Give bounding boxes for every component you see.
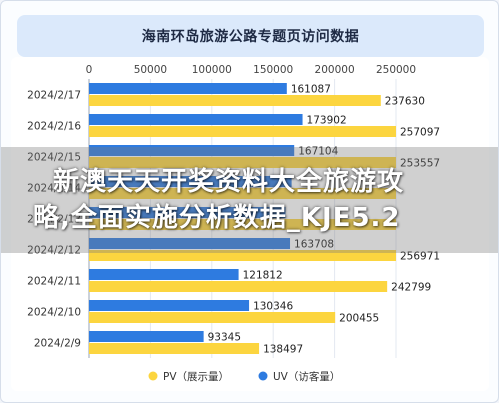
legend-uv-label: UV（访客量） <box>273 370 340 383</box>
x-tick-label: 100000 <box>192 64 232 76</box>
pv-bar <box>89 250 396 261</box>
pv-bar <box>89 157 396 168</box>
pv-bar <box>89 219 396 230</box>
pv-bar <box>89 343 260 354</box>
uv-value-label: 130346 <box>253 301 293 313</box>
uv-value-label: 161087 <box>291 84 331 96</box>
y-tick-label: 2024/2/13 <box>27 214 81 226</box>
uv-value-label: 167104 <box>298 146 338 158</box>
legend-pv-label: PV（展示量） <box>163 371 229 383</box>
x-tick-label: 150000 <box>253 64 293 76</box>
uv-bar <box>89 176 292 187</box>
pv-value-label: 237630 <box>385 96 425 108</box>
pv-value-label: 253557 <box>400 158 440 170</box>
uv-bar <box>89 145 295 156</box>
uv-bar <box>89 114 303 125</box>
pv-value-label: 242799 <box>391 282 431 294</box>
uv-bar <box>89 269 239 280</box>
uv-value-label: 163708 <box>294 239 334 251</box>
watermark-line-1: 新澳天天开奖资料大全旅游攻 <box>53 167 405 197</box>
pv-value-label: 200455 <box>339 313 379 325</box>
y-tick-label: 2024/2/17 <box>27 90 81 102</box>
legend-pv-marker <box>148 371 158 381</box>
chart-title: 海南环岛旅游公路专题页访问数据 <box>141 29 360 45</box>
uv-bar <box>89 238 291 249</box>
uv-bar <box>89 83 287 94</box>
x-tick-label: 200000 <box>315 64 355 76</box>
y-tick-label: 2024/2/12 <box>27 245 81 257</box>
y-tick-label: 2024/2/11 <box>27 276 81 288</box>
title-bar: 海南环岛旅游公路专题页访问数据 <box>17 15 484 57</box>
pv-value-label: 257097 <box>400 127 440 139</box>
uv-bar <box>89 331 204 342</box>
legend-uv-marker <box>258 371 268 381</box>
y-tick-label: 2024/2/14 <box>27 183 81 195</box>
y-tick-label: 2024/2/16 <box>27 121 81 133</box>
watermark-banner: 新澳天天开奖资料大全旅游攻 略,全面实施分析数据_KJE5.2 <box>1 147 498 253</box>
pv-bar <box>89 188 396 199</box>
uv-bar <box>89 300 250 311</box>
x-tick-label: 0 <box>86 64 93 76</box>
x-tick-label: 50000 <box>134 64 167 76</box>
uv-value-label: 93345 <box>208 332 241 344</box>
watermark-line-2: 略,全面实施分析数据_KJE5.2 <box>33 203 401 233</box>
pv-value-label: 138497 <box>263 344 303 356</box>
pv-bar <box>89 312 336 323</box>
pv-bar <box>89 126 396 137</box>
pv-bar <box>89 95 381 106</box>
pv-bar <box>89 281 388 292</box>
uv-bar <box>89 207 286 218</box>
y-tick-label: 2024/2/15 <box>27 152 81 164</box>
uv-value-label: 121812 <box>243 270 283 282</box>
y-tick-label: 2024/2/10 <box>27 307 81 319</box>
y-tick-label: 2024/2/9 <box>34 338 81 350</box>
pv-value-label: 256971 <box>400 251 440 263</box>
x-tick-label: 250000 <box>376 64 416 76</box>
uv-value-label: 173902 <box>307 115 347 127</box>
